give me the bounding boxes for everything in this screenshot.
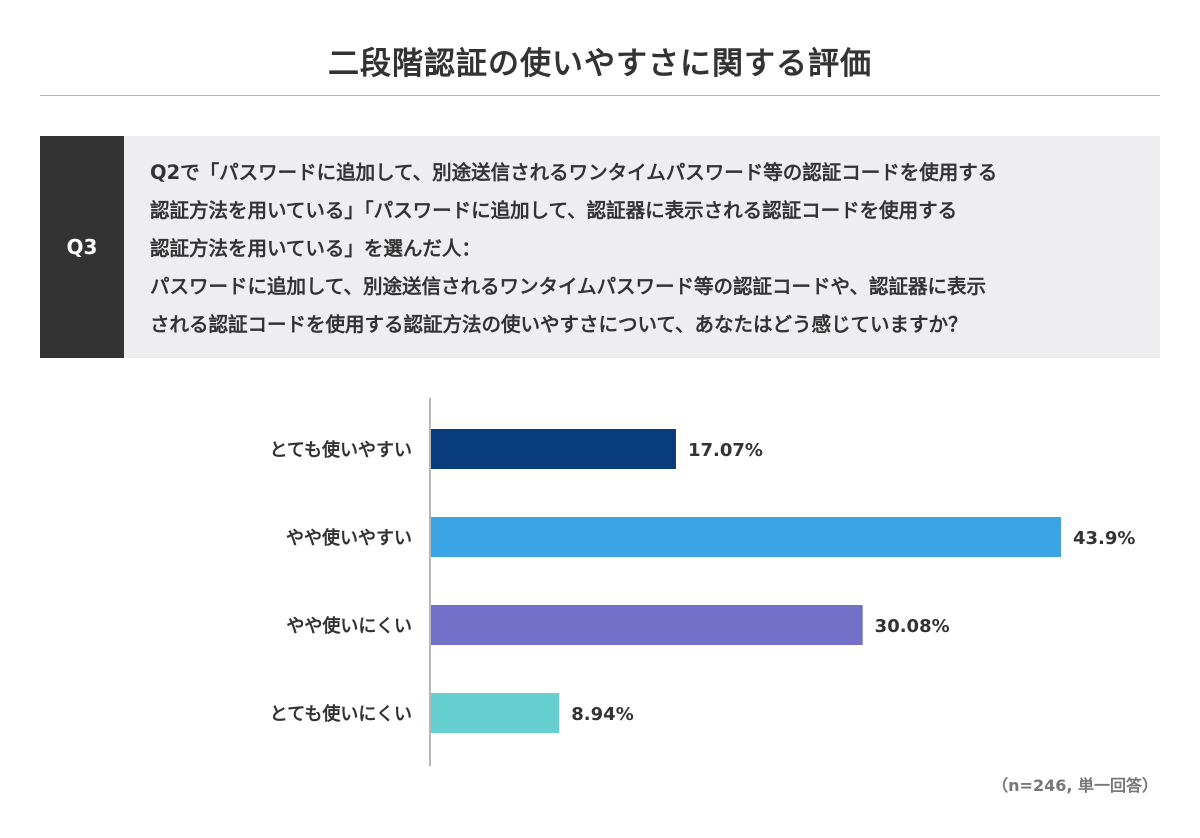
category-label: とても使いやすい [269, 440, 412, 461]
category-label: やや使いやすい [286, 528, 412, 549]
bar-4 [431, 693, 560, 733]
value-label: 30.08% [875, 616, 950, 637]
value-label: 17.07% [688, 440, 763, 461]
question-line: される認証コードを使用する認証方法の使いやすさについて、あなたはどう感じています… [150, 313, 968, 336]
category-label: とても使いにくい [270, 704, 412, 725]
question-line: 認証方法を用いている」を選んだ人： [150, 237, 481, 260]
value-label: 43.9% [1073, 528, 1135, 549]
question-text: Q2で「パスワードに追加して、別途送信されるワンタイムパスワード等の認証コードを… [124, 136, 1019, 358]
question-line: Q2で「パスワードに追加して、別途送信されるワンタイムパスワード等の認証コードを… [150, 161, 998, 184]
value-label: 8.94% [571, 704, 633, 725]
question-line: パスワードに追加して、別途送信されるワンタイムパスワード等の認証コードや、認証器… [150, 275, 986, 298]
title-divider [40, 95, 1160, 96]
question-label: Q3 [40, 136, 124, 358]
bar-1 [431, 429, 676, 469]
category-label: やや使いにくい [286, 616, 412, 637]
question-line: 認証方法を用いている」「パスワードに追加して、認証器に表示される認証コードを使用… [150, 199, 958, 222]
bar-3 [431, 605, 863, 645]
question-box: Q3 Q2で「パスワードに追加して、別途送信されるワンタイムパスワード等の認証コ… [40, 136, 1160, 358]
chart-title: 二段階認証の使いやすさに関する評価 [328, 46, 872, 82]
sample-note: （n=246, 単一回答） [992, 776, 1158, 795]
bar-2 [431, 517, 1061, 557]
